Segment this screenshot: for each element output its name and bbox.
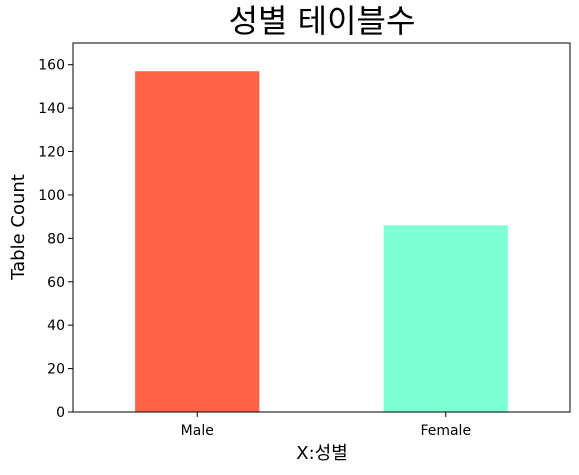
y-tick-label: 120 xyxy=(38,145,65,161)
x-axis-ticks: Male Female xyxy=(181,412,471,439)
y-tick-label: 0 xyxy=(56,405,65,421)
bars-layer xyxy=(135,71,508,412)
bar-female xyxy=(383,225,508,412)
y-tick-label: 160 xyxy=(38,58,65,74)
x-tick-label: Female xyxy=(420,423,471,439)
y-tick-label: 40 xyxy=(47,318,65,334)
plot-frame xyxy=(72,42,571,413)
y-axis-ticks: 0 20 40 60 80 100 120 140 160 xyxy=(38,58,73,421)
chart-title: 성별 테이블수 xyxy=(229,2,416,40)
x-axis-title: X:성별 xyxy=(296,443,348,464)
y-tick-label: 140 xyxy=(38,101,65,117)
y-axis-title: Table Count xyxy=(8,174,29,281)
bar-male xyxy=(135,71,260,412)
y-tick-label: 100 xyxy=(38,188,65,204)
y-tick-label: 80 xyxy=(47,231,65,247)
y-tick-label: 60 xyxy=(47,275,65,291)
x-tick-label: Male xyxy=(181,423,214,439)
y-tick-label: 20 xyxy=(47,362,65,378)
